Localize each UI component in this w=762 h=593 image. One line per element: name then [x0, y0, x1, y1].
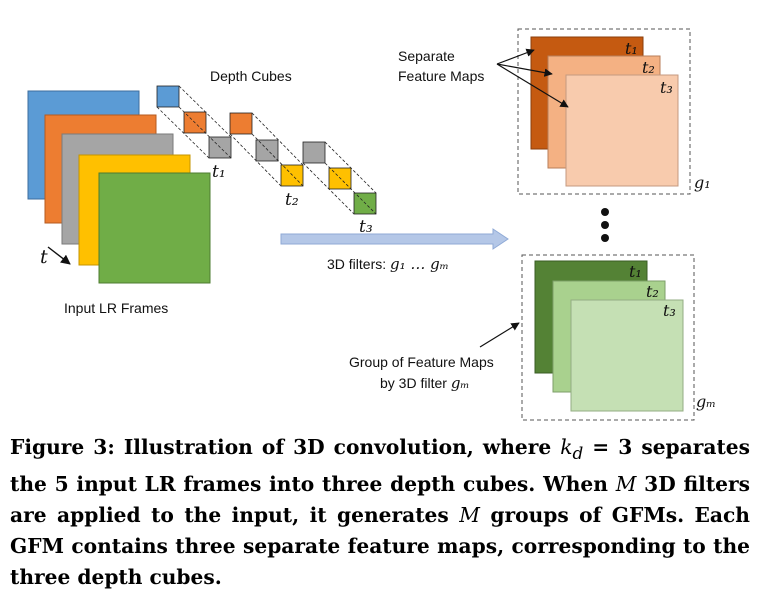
caption-m-var-2: M — [459, 503, 480, 528]
depth-cubes: Depth Cubes t₁ t₂ — [156, 68, 377, 237]
figure-caption: Figure 3: Illustration of 3D convolution… — [10, 432, 750, 593]
group-label-prefix: by 3D filter — [380, 375, 451, 391]
depth-cube-t3 — [302, 141, 377, 215]
g1-map-t1: t₁ — [625, 39, 638, 58]
input-frames — [27, 90, 211, 284]
cube-label-t3: t₃ — [359, 217, 373, 237]
caption-label: Figure 3: — [10, 435, 115, 459]
gM-map-t2: t₂ — [646, 282, 659, 301]
gM-map-t1: t₁ — [629, 262, 642, 281]
group-g1-label: g₁ — [694, 173, 711, 192]
convolution-diagram: t Input LR Frames Depth Cubes t₁ — [27, 28, 716, 421]
separate-arrows — [496, 48, 569, 108]
time-axis-label: t — [40, 246, 48, 268]
group-label-line1: Group of Feature Maps — [349, 354, 494, 370]
separate-label-line1: Separate — [398, 48, 455, 64]
gM-map-t3: t₃ — [663, 301, 676, 320]
caption-text-a: Illustration of 3D convolution, where — [114, 435, 561, 459]
ellipsis-dots — [601, 208, 609, 242]
depth-cube-t2 — [229, 112, 304, 187]
separate-label-line2: Feature Maps — [398, 68, 484, 84]
filters-range: g₁ … gₘ — [390, 255, 449, 273]
g1-map-t2: t₂ — [642, 58, 655, 77]
filters-prefix: 3D filters: — [327, 256, 390, 272]
caption-k-sub: d — [572, 443, 584, 464]
caption-text-d: groups of GFMs. Each GFM contains three … — [10, 503, 750, 590]
caption-text-c: 3D filters are applied to the input, it … — [10, 472, 750, 528]
g1-map-t3: t₃ — [660, 78, 673, 97]
time-arrow — [47, 246, 71, 265]
cube-label-t2: t₂ — [285, 190, 299, 210]
input-frames-label: Input LR Frames — [64, 300, 168, 316]
feature-map-group-g1: t₁ t₂ t₃ g₁ — [517, 28, 711, 195]
filters-arrow — [280, 228, 509, 250]
group-gM-label: gₘ — [696, 392, 716, 411]
group-pointer-arrow — [479, 322, 520, 348]
group-gM-border — [521, 254, 695, 421]
depth-cubes-label: Depth Cubes — [210, 68, 292, 84]
caption-text-b: = 3 separates the 5 input LR frames into… — [10, 435, 750, 497]
cube-label-t1: t₁ — [212, 162, 226, 182]
group-label-line2: by 3D filter gₘ — [380, 374, 470, 392]
caption-k-var: k — [560, 435, 573, 459]
filters-label: 3D filters: g₁ … gₘ — [327, 255, 449, 273]
depth-cube-t1 — [156, 85, 232, 159]
caption-m-var-1: M — [615, 472, 637, 497]
group-label-var: gₘ — [451, 374, 470, 392]
frame-green — [98, 172, 211, 284]
feature-map-group-gM: t₁ t₂ t₃ gₘ — [521, 254, 716, 421]
group-g1-border — [517, 28, 691, 195]
